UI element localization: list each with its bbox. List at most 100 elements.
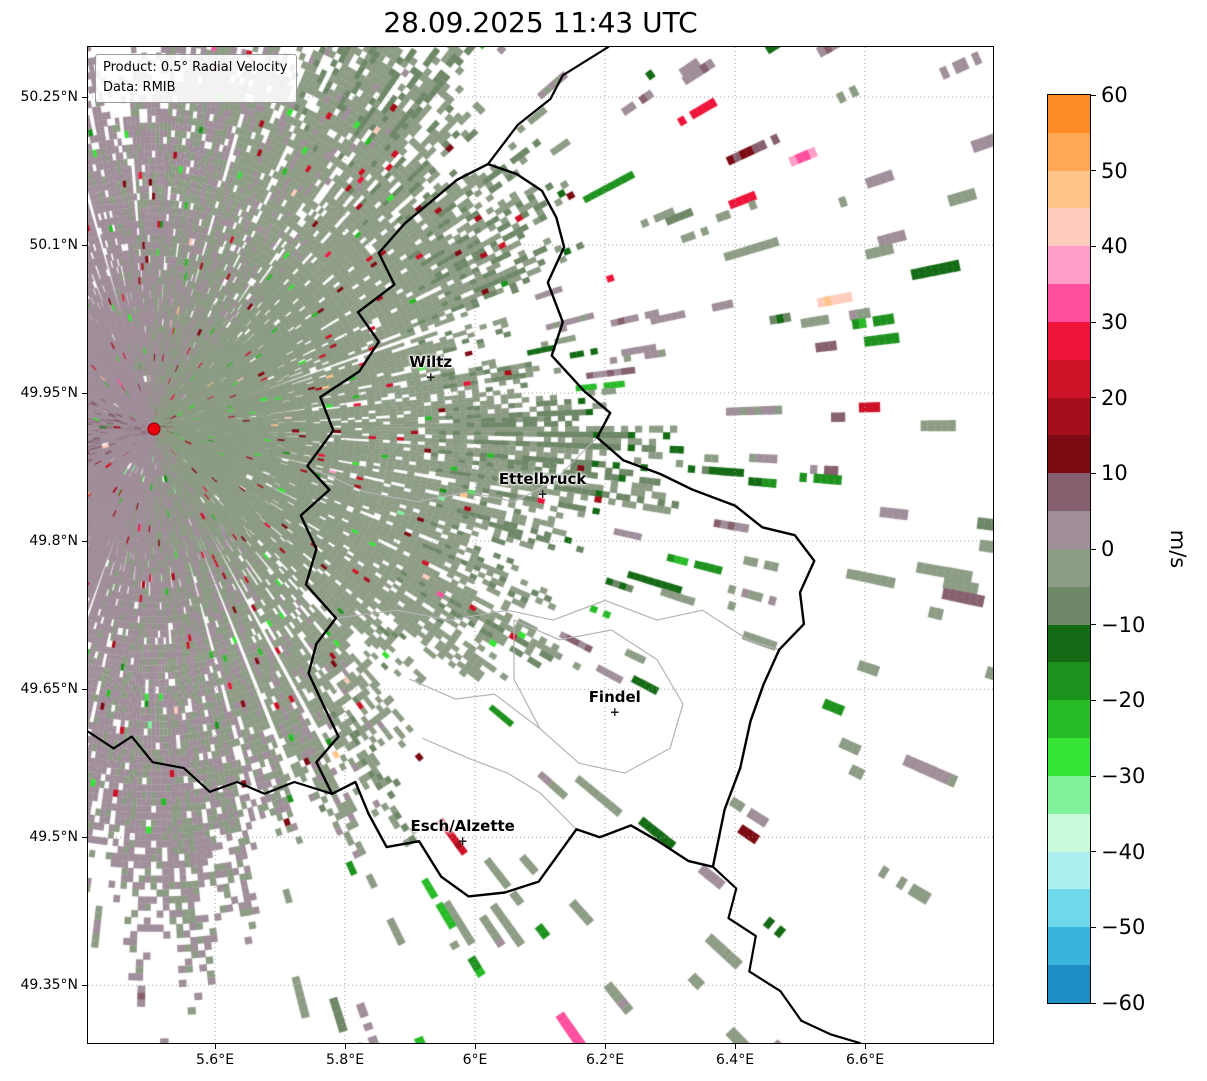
city-marker: + [537,486,548,501]
colorbar-tick-mark [1091,624,1096,626]
colorbar-tick-label: 50 [1101,158,1128,183]
map-plot: Product: 0.5° Radial Velocity Data: RMIB [87,46,994,1044]
y-tick-label: 49.8°N [29,533,78,550]
colorbar-band-8 [1048,397,1090,436]
colorbar-tick-label: 20 [1101,385,1128,410]
colorbar-band-10 [1048,473,1090,512]
colorbar-band-2 [1048,170,1090,209]
y-tick-mark [82,984,87,986]
colorbar [1047,94,1091,1004]
y-tick-mark [82,540,87,542]
y-tick-mark [82,392,87,394]
colorbar-tick-mark [1091,397,1096,399]
colorbar-tick-mark [1091,321,1096,323]
colorbar-band-4 [1048,246,1090,285]
city-label: Esch/Alzette [410,817,515,836]
map-grid-and-borders [88,47,993,1043]
colorbar-tick-mark [1091,245,1096,247]
country-border-belgium-france [88,730,334,795]
colorbar-band-11 [1048,511,1090,549]
colorbar-tick-mark [1091,775,1096,777]
x-tick-mark [864,1044,866,1049]
y-tick-mark [82,836,87,838]
x-tick-label: 5.8°E [325,1052,365,1068]
district-border [335,599,780,651]
city-marker: + [425,370,436,385]
colorbar-tick-label: 10 [1101,461,1128,486]
x-tick-label: 6°E [462,1052,488,1068]
y-tick-mark [82,96,87,98]
colorbar-band-0 [1048,95,1090,133]
country-border-france-germany [711,865,861,1043]
colorbar-unit-label: m/s [1166,529,1190,569]
colorbar-band-14 [1048,624,1090,663]
colorbar-tick-mark [1091,472,1096,474]
colorbar-tick-label: 0 [1101,537,1115,561]
x-tick-label: 6.4°E [715,1052,755,1068]
colorbar-band-1 [1048,132,1090,171]
colorbar-tick-label: 60 [1101,83,1128,107]
x-tick-mark [734,1044,736,1049]
colorbar-band-7 [1048,359,1090,398]
colorbar-tick-mark [1091,926,1096,928]
y-tick-label: 49.35°N [20,977,78,994]
product-info-box: Product: 0.5° Radial Velocity Data: RMIB [95,54,298,103]
colorbar-tick-label: −60 [1101,991,1146,1015]
colorbar-tick-label: −30 [1101,764,1146,788]
colorbar-band-21 [1048,889,1090,928]
colorbar-band-9 [1048,435,1090,474]
colorbar-tick-mark [1091,94,1096,96]
colorbar-tick-mark [1091,548,1096,550]
colorbar-tick-label: 40 [1101,234,1128,259]
colorbar-band-16 [1048,700,1090,739]
x-tick-label: 6.2°E [585,1052,625,1068]
radar-site-marker [147,422,161,436]
y-tick-label: 50.1°N [29,237,78,254]
colorbar-band-23 [1048,965,1090,1003]
radar-velocity-field-canvas [88,47,993,1043]
colorbar-band-15 [1048,662,1090,701]
y-tick-mark [82,688,87,690]
figure-title: 28.09.2025 11:43 UTC [383,6,698,39]
y-tick-label: 49.95°N [20,385,78,402]
colorbar-tick-mark [1091,1002,1096,1004]
x-tick-label: 5.6°E [195,1052,235,1068]
x-tick-mark [474,1044,476,1049]
colorbar-band-3 [1048,208,1090,247]
x-tick-mark [344,1044,346,1049]
colorbar-tick-label: −50 [1101,915,1146,940]
district-border [422,737,577,830]
x-tick-label: 6.6°E [845,1052,885,1068]
y-tick-label: 49.5°N [29,829,78,846]
colorbar-tick-mark [1091,170,1096,172]
x-tick-mark [214,1044,216,1049]
city-label: Wiltz [409,353,453,372]
y-tick-label: 50.25°N [20,89,78,106]
colorbar-band-5 [1048,284,1090,322]
country-border-belgium-germany [486,47,610,166]
colorbar-band-20 [1048,851,1090,890]
colorbar-band-19 [1048,813,1090,852]
x-tick-mark [604,1044,606,1049]
y-tick-mark [82,244,87,246]
colorbar-tick-label: −10 [1101,612,1146,637]
city-label: Findel [588,687,641,706]
data-source-line: Data: RMIB [103,79,176,95]
city-marker: + [457,834,468,849]
colorbar-band-12 [1048,548,1090,587]
colorbar-band-22 [1048,927,1090,966]
district-border [306,436,598,503]
product-info-line: Product: 0.5° Radial Velocity [103,60,288,75]
colorbar-tick-mark [1091,851,1096,853]
y-tick-label: 49.65°N [20,681,78,698]
district-border [409,678,541,730]
colorbar-band-6 [1048,321,1090,360]
country-border-luxembourg [299,162,816,898]
colorbar-tick-mark [1091,699,1096,701]
city-label: Ettelbruck [498,469,587,488]
colorbar-band-17 [1048,738,1090,776]
colorbar-band-13 [1048,586,1090,625]
district-border [513,619,684,774]
colorbar-tick-label: 30 [1101,310,1128,334]
